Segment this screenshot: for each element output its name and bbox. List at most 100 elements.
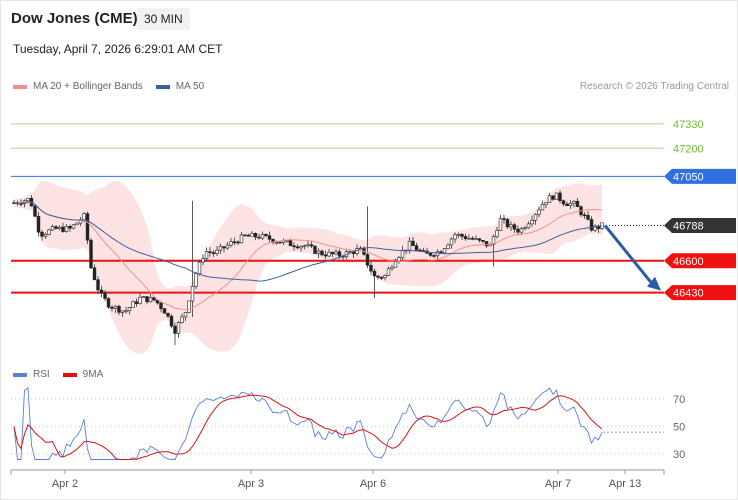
candle-body <box>558 192 562 201</box>
candle-body <box>568 202 573 206</box>
candle-body <box>596 225 601 229</box>
timeframe-badge[interactable]: 30 MIN <box>137 8 190 30</box>
candle-body <box>572 201 576 204</box>
level-tag-46600 <box>664 253 736 269</box>
candle-body <box>292 245 296 248</box>
candle-body <box>85 213 90 241</box>
candle-body <box>152 297 156 301</box>
candle-body <box>561 200 566 205</box>
candle-body <box>582 214 587 217</box>
legend-swatch-ma20 <box>13 84 27 89</box>
candle-body <box>316 250 321 254</box>
candle-body <box>526 223 531 229</box>
candle-body <box>439 251 443 254</box>
candle-body <box>176 322 181 334</box>
level-tag-46430 <box>664 285 736 301</box>
candle-body <box>470 237 475 240</box>
candle-body <box>491 236 496 245</box>
candle-body <box>229 241 233 246</box>
candle-body <box>484 241 489 247</box>
legend-swatch-rsi <box>13 372 27 377</box>
candle-body <box>57 226 62 229</box>
candle-body <box>393 261 398 268</box>
candle-body <box>474 238 478 240</box>
candle-body <box>194 273 198 287</box>
level-label-46600: 46600 <box>673 256 704 268</box>
candle-body <box>68 226 72 229</box>
candle-body <box>575 201 580 207</box>
candle-body <box>239 234 244 244</box>
candle-body <box>456 233 461 236</box>
candle-body <box>379 277 384 279</box>
legend-swatch-9ma <box>62 372 77 377</box>
candle-body <box>386 268 391 276</box>
candle-body <box>92 267 97 281</box>
candle-body <box>215 249 219 254</box>
candle-body <box>54 226 58 229</box>
candle-body <box>253 233 258 238</box>
candle-body <box>449 238 454 246</box>
candle-body <box>183 311 188 318</box>
candle-body <box>299 245 303 249</box>
candle-body <box>369 264 373 272</box>
candle-body <box>197 261 202 275</box>
candle-body <box>96 279 100 291</box>
candle-body <box>117 305 121 313</box>
candle-body <box>540 204 545 211</box>
candle-body <box>589 219 594 231</box>
candle-body <box>512 224 517 230</box>
candle-body <box>295 246 300 249</box>
x-tick-label-1: Apr 3 <box>238 478 264 490</box>
candle-body <box>323 254 328 257</box>
candle-body <box>278 241 282 244</box>
forecast-arrow-head <box>647 276 661 291</box>
candle-body <box>40 231 44 237</box>
candle-body <box>509 224 513 228</box>
candle-body <box>547 195 552 203</box>
candle-body <box>75 222 79 226</box>
candle-body <box>71 224 76 229</box>
candle-body <box>134 301 139 304</box>
candle-body <box>145 296 149 303</box>
level-label-47050: 47050 <box>673 171 704 183</box>
candle-body <box>313 245 317 254</box>
candle-body <box>201 258 205 263</box>
candle-body <box>110 306 114 309</box>
candle-body <box>141 296 146 298</box>
rsi-tick-label-70: 70 <box>673 394 685 406</box>
legend-item-9ma: 9MA <box>62 369 103 380</box>
candle-body <box>246 234 251 237</box>
candle-body <box>302 245 307 248</box>
level-tag-47050 <box>664 168 736 184</box>
x-tick-label-2: Apr 6 <box>360 478 386 490</box>
candle-body <box>243 234 247 237</box>
candle-body <box>274 241 279 244</box>
rsi-tick-label-50: 50 <box>673 422 685 434</box>
level-label-47200: 47200 <box>673 143 704 155</box>
candle-body <box>61 226 65 232</box>
level-label-46788: 46788 <box>673 221 704 233</box>
legend-item-rsi: RSI <box>13 369 50 380</box>
x-tick-label-3: Apr 7 <box>545 478 571 490</box>
candle-body <box>267 235 272 240</box>
credit-text: Research © 2026 Trading Central <box>579 81 729 92</box>
candle-body <box>481 240 485 242</box>
level-tag-46788 <box>664 218 736 233</box>
candle-body <box>551 195 555 200</box>
candle-body <box>428 253 433 256</box>
legend-label-rsi: RSI <box>33 369 50 380</box>
candle-body <box>502 218 506 220</box>
rsi-tick-label-30: 30 <box>673 449 685 461</box>
candle-body <box>222 246 226 249</box>
candle-body <box>148 297 153 303</box>
candle-body <box>26 198 30 202</box>
candle-body <box>36 215 41 233</box>
candle-body <box>190 286 195 302</box>
candle-body <box>43 234 48 237</box>
candle-body <box>432 255 436 257</box>
candle-body <box>467 237 471 240</box>
candle-body <box>505 219 510 228</box>
candle-body <box>131 301 135 308</box>
chart-title: Dow Jones (CME) <box>11 10 138 27</box>
